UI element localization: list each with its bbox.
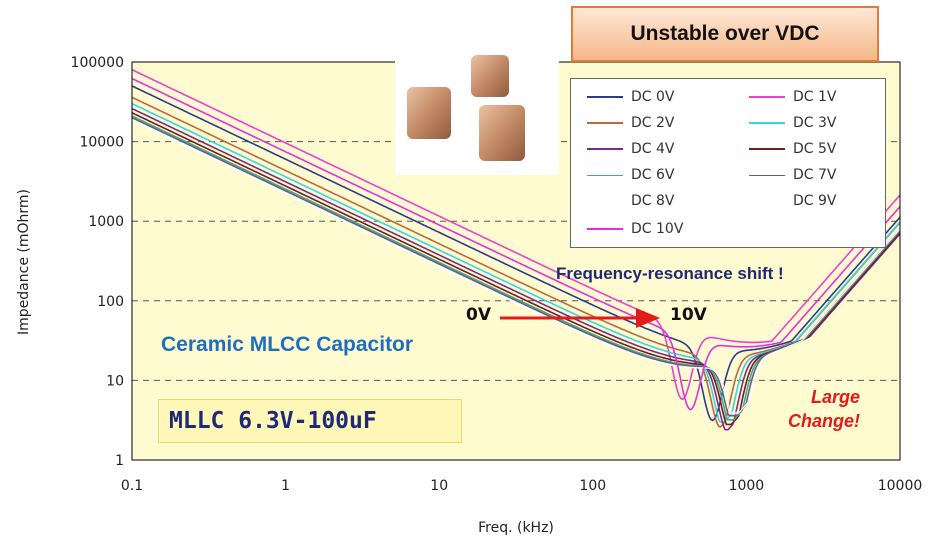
legend: DC 0V DC 1V DC 2V DC 3V DC 4V DC 5V DC 6… (570, 78, 886, 248)
series-line-dc-2v (131, 96, 901, 428)
legend-label: DC 5V (793, 141, 837, 157)
legend-label: DC 6V (631, 167, 675, 183)
x-tick-label: 0.1 (121, 478, 143, 494)
x-tick-label: 100 (579, 478, 606, 494)
large-change-line1: Large (810, 387, 860, 407)
y-tick-label: 10000 (79, 135, 124, 151)
legend-item: DC 7V (749, 165, 837, 185)
series-line-dc-10v (131, 77, 901, 411)
legend-item: DC 5V (749, 139, 837, 159)
frequency-shift-label: Frequency-resonance shift ! (556, 264, 784, 283)
legend-item: DC 8V (587, 191, 675, 211)
legend-item: DC 9V (749, 191, 837, 211)
shift-arrow-head (636, 308, 660, 328)
legend-swatch (749, 174, 785, 176)
arrow-end-label: 10V (670, 305, 707, 325)
chart-title: Unstable over VDC (571, 6, 879, 62)
y-axis-ticks: 1 10 100 1000 10000 100000 (71, 55, 124, 469)
legend-item: DC 10V (587, 219, 683, 239)
x-axis-ticks: 0.1 1 10 100 1000 10000 (121, 478, 922, 494)
legend-item: DC 4V (587, 139, 675, 159)
legend-item: DC 0V (587, 87, 675, 107)
legend-label: DC 10V (631, 221, 684, 237)
legend-item: DC 3V (749, 113, 837, 133)
y-tick-label: 100 (97, 294, 124, 310)
legend-swatch (587, 122, 623, 124)
y-tick-label: 10 (106, 373, 124, 389)
legend-label: DC 7V (793, 167, 837, 183)
legend-label: DC 0V (631, 89, 675, 105)
legend-swatch (587, 174, 623, 176)
legend-label: DC 8V (631, 193, 675, 209)
large-change-line2: Change! (788, 411, 860, 431)
y-tick-label: 1000 (88, 214, 124, 230)
legend-swatch (587, 148, 623, 150)
legend-item: DC 6V (587, 165, 675, 185)
capacitor-photo (395, 43, 559, 175)
legend-swatch (587, 228, 623, 230)
y-tick-label: 100000 (71, 55, 124, 71)
legend-label: DC 4V (631, 141, 675, 157)
product-label: Ceramic MLCC Capacitor (161, 333, 414, 356)
legend-swatch (749, 96, 785, 98)
legend-swatch (749, 122, 785, 124)
x-tick-label: 1000 (729, 478, 765, 494)
series-line-dc-1v (131, 68, 901, 401)
part-number-label: MLLC 6.3V-100uF (158, 399, 462, 443)
arrow-start-label: 0V (466, 305, 491, 325)
x-tick-label: 10 (430, 478, 448, 494)
series-curves (131, 68, 901, 431)
legend-swatch (749, 148, 785, 150)
capacitor-chip-icon (407, 55, 525, 161)
x-tick-label: 1 (281, 478, 290, 494)
legend-label: DC 3V (793, 115, 837, 131)
legend-label: DC 1V (793, 89, 837, 105)
legend-label: DC 2V (631, 115, 675, 131)
series-line-dc-9v (131, 119, 901, 413)
legend-item: DC 1V (749, 87, 837, 107)
legend-swatch (587, 96, 623, 98)
x-axis-label: Freq. (kHz) (478, 520, 554, 536)
x-tick-label: 10000 (878, 478, 923, 494)
series-line-dc-0v (131, 85, 901, 422)
y-axis-label: Impedance (mOhrm) (16, 189, 32, 335)
large-change-label: Large Change! (740, 385, 860, 433)
legend-item: DC 2V (587, 113, 675, 133)
y-tick-label: 1 (115, 453, 124, 469)
legend-label: DC 9V (793, 193, 837, 209)
